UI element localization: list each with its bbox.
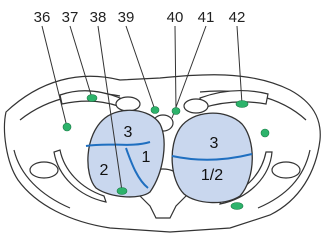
label: 39 bbox=[118, 9, 135, 26]
region-label: 1 bbox=[142, 149, 151, 166]
label: 40 bbox=[167, 9, 184, 26]
lymph-node bbox=[87, 95, 97, 102]
region-label: 1/2 bbox=[201, 167, 223, 184]
region-label: 2 bbox=[100, 162, 109, 179]
bone bbox=[116, 97, 140, 111]
lymph-node bbox=[231, 203, 243, 210]
clavicle-right bbox=[200, 91, 268, 108]
region-label: 3 bbox=[210, 135, 219, 152]
scapula bbox=[272, 162, 300, 178]
lymph-node bbox=[172, 108, 180, 115]
label: 38 bbox=[90, 9, 107, 26]
lymph-node bbox=[63, 123, 71, 131]
label: 42 bbox=[229, 9, 246, 26]
lymph-node bbox=[261, 129, 269, 137]
label: 36 bbox=[34, 9, 51, 26]
lymph-node bbox=[151, 107, 159, 114]
label: 37 bbox=[62, 9, 79, 26]
bone bbox=[184, 99, 208, 113]
lymph-node bbox=[236, 101, 248, 108]
label: 41 bbox=[198, 9, 215, 26]
lymph-node bbox=[117, 188, 127, 195]
scapula bbox=[30, 162, 58, 178]
region-label: 3 bbox=[124, 124, 133, 141]
diagram: 36 37 38 39 40 41 42 3 2 1 3 1/2 bbox=[0, 0, 328, 241]
